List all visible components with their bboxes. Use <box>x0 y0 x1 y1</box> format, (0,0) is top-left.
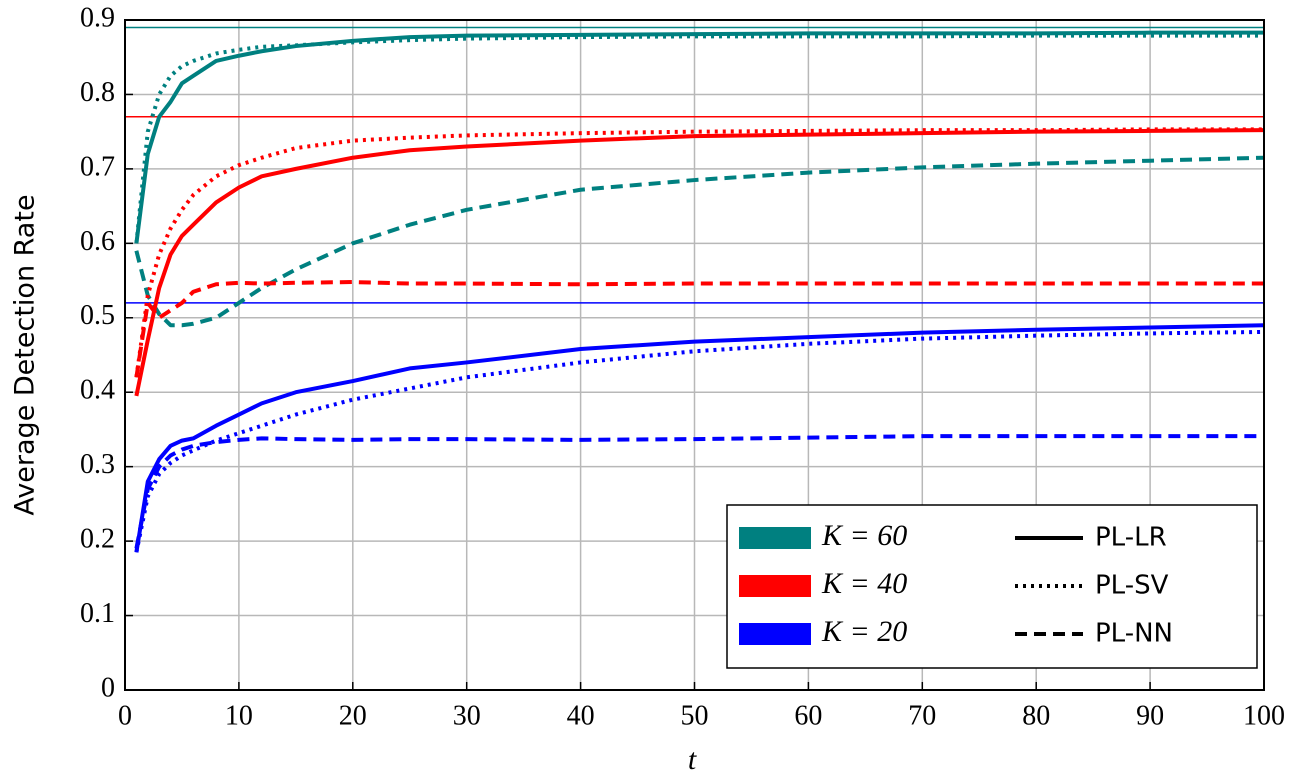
data-line <box>134 33 1264 244</box>
legend-swatch <box>739 575 811 597</box>
y-tick-label: 0.1 <box>80 598 115 629</box>
y-tick-label: 0.6 <box>80 226 115 257</box>
x-tick-label: 70 <box>908 700 936 731</box>
data-line <box>134 30 1264 244</box>
data-line <box>134 127 1264 378</box>
x-tick-label: 60 <box>794 700 822 731</box>
x-tick-label: 20 <box>339 700 367 731</box>
x-tick-label: 30 <box>453 700 481 731</box>
data-line <box>134 323 1265 553</box>
x-axis-label: t <box>688 743 697 776</box>
y-tick-label: 0.8 <box>80 77 115 108</box>
x-tick-label: 40 <box>567 700 595 731</box>
data-line <box>134 128 1265 397</box>
x-tick-label: 10 <box>225 700 253 731</box>
legend-label: PL-NN <box>1095 619 1173 649</box>
legend-box <box>726 504 1258 669</box>
x-tick-label: 100 <box>1243 700 1285 731</box>
legend-swatch <box>739 527 811 549</box>
plot-frame <box>124 19 1265 691</box>
y-tick-label: 0.9 <box>80 2 115 33</box>
legend-label: K = 40 <box>821 567 907 600</box>
y-tick-label: 0.7 <box>80 151 115 182</box>
y-tick-label: 0 <box>101 672 115 703</box>
legend-label: PL-LR <box>1095 523 1167 553</box>
x-tick-label: 80 <box>1022 700 1050 731</box>
legend-label: PL-SV <box>1095 571 1169 601</box>
x-tick-label: 90 <box>1136 700 1164 731</box>
y-tick-label: 0.5 <box>80 300 115 331</box>
data-line <box>134 280 1264 378</box>
y-tick-label: 0.3 <box>80 449 115 480</box>
legend-label: K = 60 <box>821 519 907 552</box>
y-axis-label: Average Detection Rate <box>10 194 41 515</box>
legend-swatch <box>739 623 811 645</box>
y-tick-label: 0.4 <box>80 375 115 406</box>
x-tick-label: 0 <box>118 700 132 731</box>
x-tick-label: 50 <box>681 700 709 731</box>
data-line <box>134 155 1265 328</box>
y-tick-label: 0.2 <box>80 524 115 555</box>
data-line <box>134 434 1264 549</box>
legend-label: K = 20 <box>821 615 907 648</box>
